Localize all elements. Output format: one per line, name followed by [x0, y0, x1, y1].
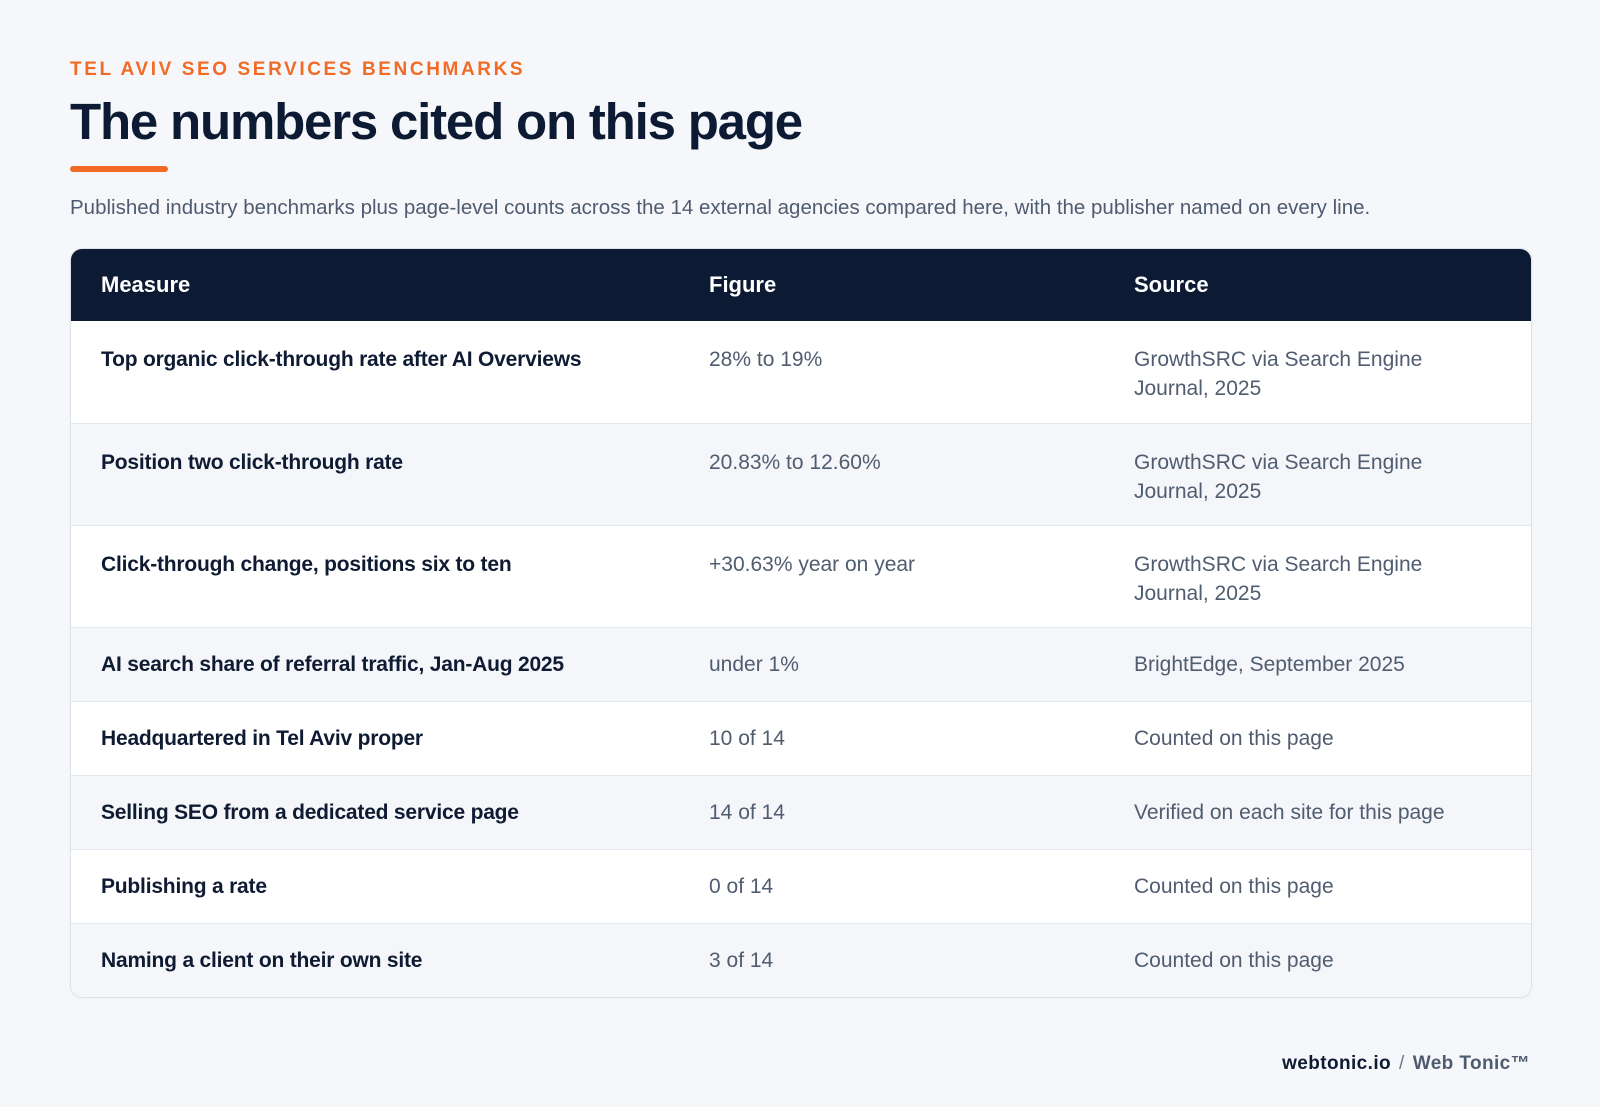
source-cell: Verified on each site for this page	[1134, 800, 1445, 824]
accent-divider	[70, 166, 168, 172]
measure-cell: Selling SEO from a dedicated service pag…	[101, 800, 519, 824]
eyebrow-label: TEL AVIV SEO SERVICES BENCHMARKS	[70, 59, 526, 80]
figure-cell: 10 of 14	[709, 726, 785, 750]
figure-cell: under 1%	[709, 652, 799, 676]
measure-cell: Publishing a rate	[101, 874, 267, 898]
source-cell: GrowthSRC via Search Engine Journal, 202…	[1134, 450, 1423, 503]
source-cell: Counted on this page	[1134, 874, 1334, 898]
table-row: Click-through change, positions six to t…	[71, 525, 1531, 627]
measure-cell: Headquartered in Tel Aviv proper	[101, 726, 423, 750]
benchmarks-table-card: Measure Figure Source Top organic click-…	[70, 248, 1532, 998]
measure-cell: Position two click-through rate	[101, 450, 403, 474]
source-cell: Counted on this page	[1134, 726, 1334, 750]
column-header-figure: Figure	[709, 272, 777, 297]
page-subtitle: Published industry benchmarks plus page-…	[70, 196, 1371, 219]
table-row: Top organic click-through rate after AI …	[71, 321, 1531, 423]
figure-cell: 20.83% to 12.60%	[709, 450, 881, 474]
source-cell: BrightEdge, September 2025	[1134, 652, 1405, 676]
table-row: Headquartered in Tel Aviv proper 10 of 1…	[71, 701, 1531, 775]
benchmarks-table: Measure Figure Source Top organic click-…	[71, 249, 1531, 997]
figure-cell: 3 of 14	[709, 948, 774, 972]
figure-cell: 28% to 19%	[709, 348, 823, 371]
figure-cell: 14 of 14	[709, 800, 785, 824]
page-title: The numbers cited on this page	[70, 93, 803, 150]
measure-cell: Naming a client on their own site	[101, 948, 423, 972]
measure-cell: AI search share of referral traffic, Jan…	[101, 652, 564, 676]
measure-cell: Top organic click-through rate after AI …	[101, 348, 582, 371]
footer-domain: webtonic.io	[1282, 1053, 1392, 1074]
footer-attribution: webtonic.io / Web Tonic™	[1282, 1053, 1530, 1075]
measure-cell: Click-through change, positions six to t…	[101, 552, 512, 576]
table-row: Publishing a rate 0 of 14 Counted on thi…	[71, 849, 1531, 923]
table-row: Position two click-through rate 20.83% t…	[71, 423, 1531, 525]
table-header-row: Measure Figure Source	[71, 249, 1531, 321]
source-cell: GrowthSRC via Search Engine Journal, 202…	[1134, 552, 1423, 605]
figure-cell: +30.63% year on year	[709, 552, 916, 576]
table-row: Naming a client on their own site 3 of 1…	[71, 923, 1531, 997]
column-header-measure: Measure	[101, 272, 191, 297]
source-cell: GrowthSRC via Search Engine Journal, 202…	[1134, 348, 1423, 400]
column-header-source: Source	[1134, 272, 1209, 297]
source-cell: Counted on this page	[1134, 948, 1334, 972]
footer-separator: /	[1399, 1053, 1405, 1074]
figure-cell: 0 of 14	[709, 874, 774, 898]
table-row: Selling SEO from a dedicated service pag…	[71, 775, 1531, 849]
table-row: AI search share of referral traffic, Jan…	[71, 627, 1531, 701]
footer-brand: Web Tonic™	[1412, 1053, 1530, 1074]
